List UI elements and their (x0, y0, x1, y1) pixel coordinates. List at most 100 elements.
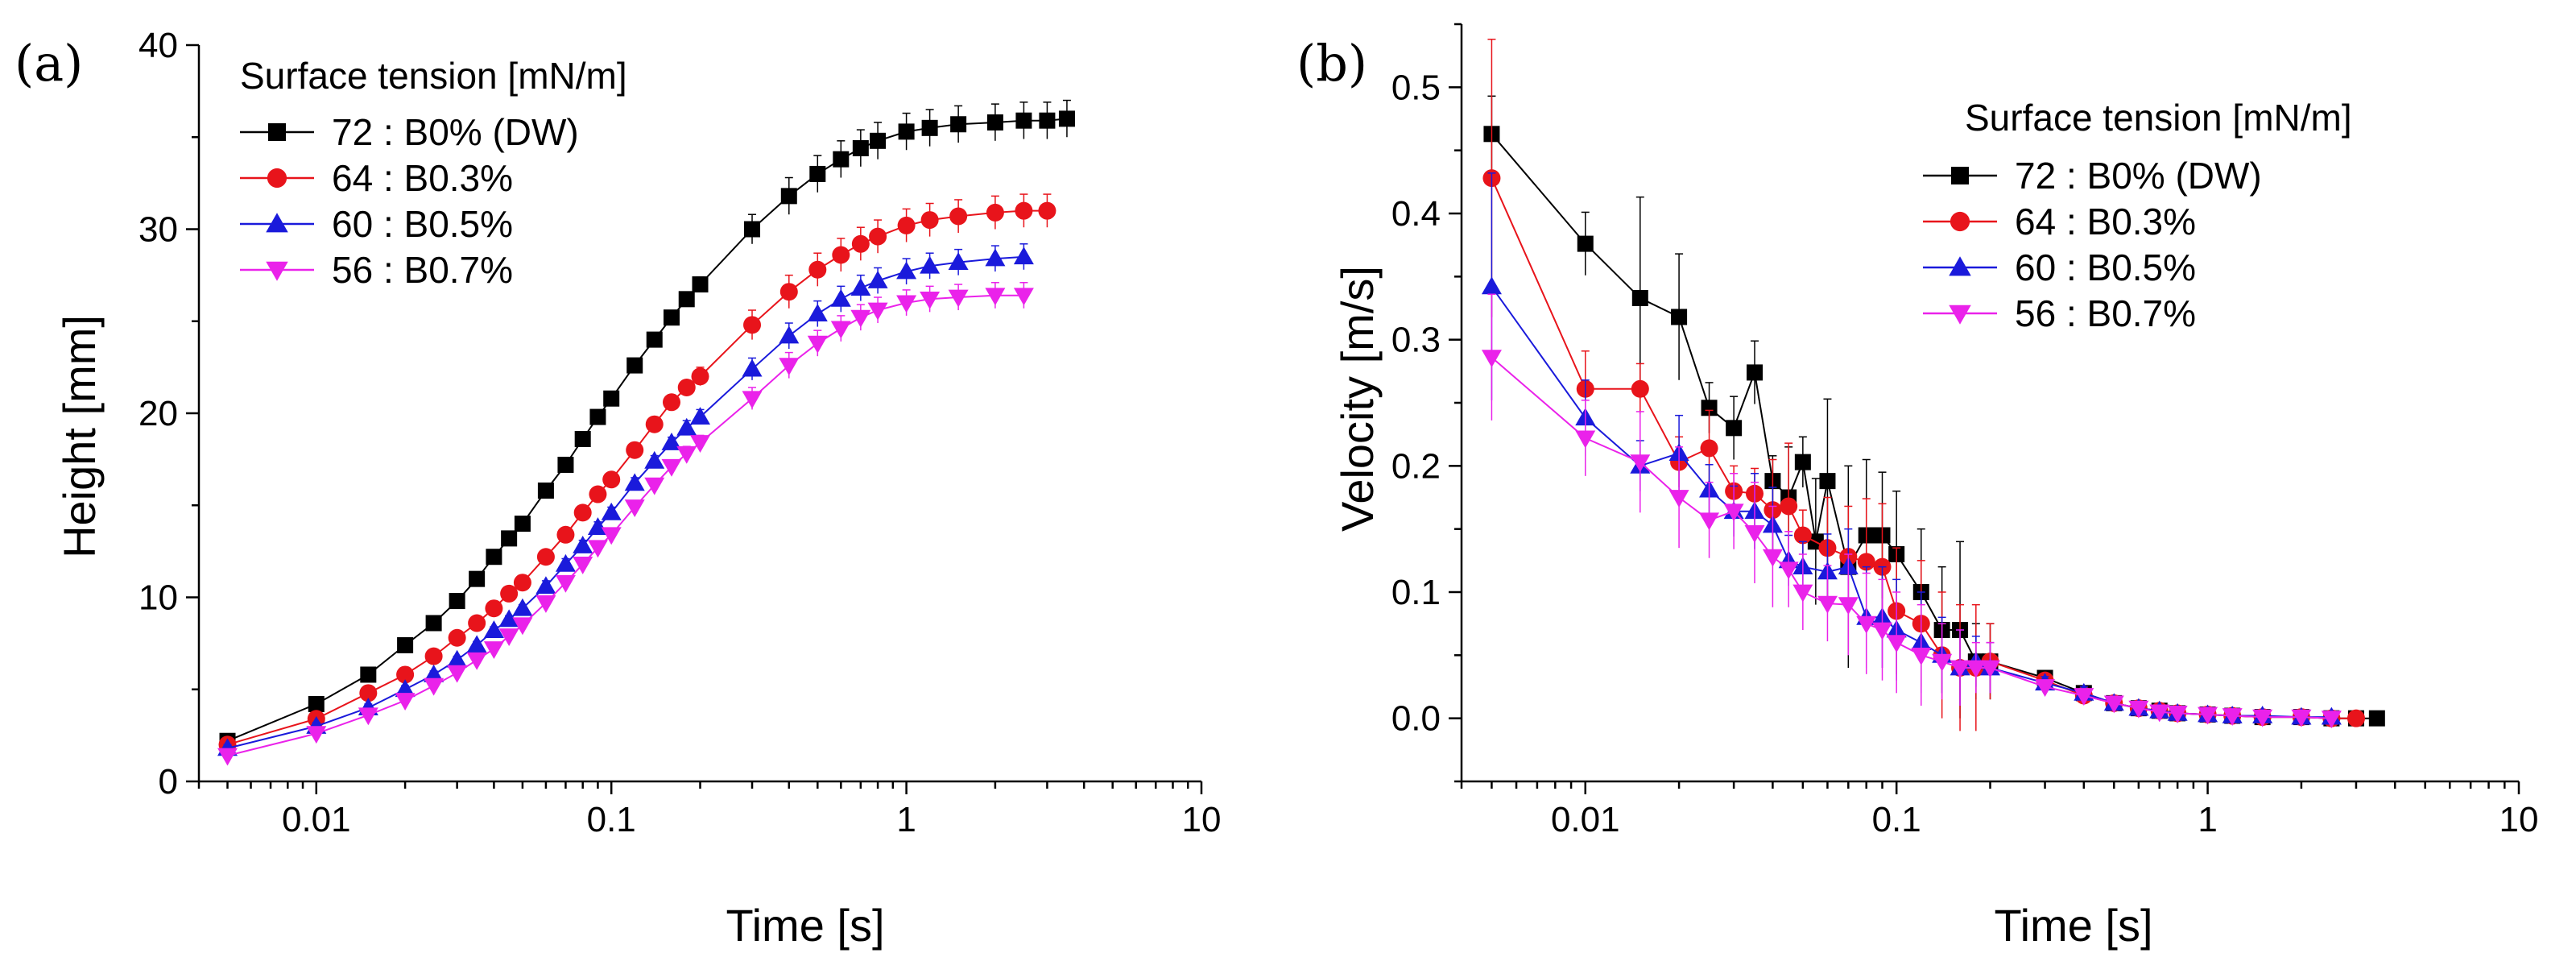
x-tick-label: 0.1 (1872, 800, 1921, 839)
data-point (425, 615, 442, 632)
y-tick-label: 10 (139, 578, 178, 618)
data-point (1932, 653, 1953, 672)
data-point (779, 358, 800, 376)
data-point (424, 647, 443, 665)
data-point (1481, 276, 1502, 295)
data-point (986, 203, 1004, 222)
data-point (1856, 615, 1877, 634)
data-point (424, 664, 444, 682)
data-point (1911, 647, 1932, 665)
data-point (1819, 473, 1836, 490)
data-point (1857, 553, 1875, 571)
series-1 (219, 99, 1075, 749)
panel-a-label: (a) (14, 34, 83, 93)
data-point (1671, 309, 1688, 325)
data-point (690, 407, 710, 425)
data-point (2035, 679, 2056, 697)
data-point (483, 620, 504, 639)
data-point (779, 325, 800, 344)
data-point (589, 485, 607, 503)
data-point (1015, 112, 1032, 129)
data-point (690, 435, 710, 454)
data-point (662, 393, 680, 412)
data-point (469, 570, 486, 587)
data-point (1631, 289, 1648, 306)
series-4 (217, 282, 1034, 766)
y-tick-label: 0.4 (1391, 194, 1441, 234)
data-point (807, 335, 828, 354)
data-point (850, 309, 871, 328)
data-point (948, 252, 969, 271)
data-point (950, 116, 967, 133)
data-point (692, 276, 709, 293)
data-point (535, 595, 556, 613)
panel-a-legend: 72 : B0% (DW)64 : B0.3%60 : B0.5%56 : B0… (240, 111, 579, 291)
data-point (646, 331, 663, 348)
legend-label: 60 : B0.5% (332, 203, 513, 245)
x-tick-label: 10 (2500, 800, 2539, 839)
data-point (920, 255, 941, 274)
data-point (948, 289, 969, 308)
panel-b-legend-title: Surface tension [mN/m] (1965, 97, 2352, 139)
data-point (359, 684, 378, 702)
data-point (485, 599, 503, 618)
data-point (1058, 110, 1075, 127)
data-point (2167, 706, 2188, 723)
data-point (870, 132, 887, 149)
legend-marker (266, 261, 288, 281)
data-point (661, 458, 682, 477)
data-point (360, 666, 377, 683)
data-point (663, 309, 680, 326)
data-point (601, 502, 622, 520)
data-point (830, 288, 851, 307)
data-point (661, 433, 682, 450)
series-4 (1481, 293, 2342, 729)
data-point (395, 693, 416, 711)
data-point (573, 556, 593, 574)
data-point (358, 707, 378, 726)
data-point (676, 417, 697, 436)
data-point (626, 441, 644, 459)
panel-a-ylabel: Height [mm] (54, 315, 105, 558)
legend-marker (268, 123, 286, 141)
data-point (1699, 512, 1720, 531)
data-point (483, 641, 504, 659)
series-2 (1482, 39, 2365, 731)
data-point (512, 598, 533, 616)
data-point (603, 390, 620, 407)
data-point (587, 540, 608, 558)
data-point (447, 665, 468, 683)
data-point (1723, 503, 1744, 522)
legend-marker (1949, 305, 1971, 325)
y-tick-label: 20 (139, 394, 178, 433)
x-tick-label: 1 (896, 800, 916, 839)
data-point (1577, 235, 1594, 252)
data-point (1792, 584, 1813, 603)
panel-b-plot-area: 0.01 0.1 1 10 0.0 0.1 0.2 0.3 0.4 0.5 (1391, 23, 2539, 839)
data-point (626, 357, 643, 374)
y-tick-label: 0 (159, 762, 178, 802)
legend-label: 72 : B0% (DW) (2015, 155, 2262, 197)
data-point (1630, 454, 1651, 473)
data-point (624, 499, 645, 518)
data-point (466, 635, 487, 653)
x-tick-label: 10 (1182, 800, 1222, 839)
y-tick-label: 0.1 (1391, 573, 1441, 612)
panel-b-legend: 72 : B0% (DW)64 : B0.3% 60 : B0.5%56 : B0… (1923, 155, 2262, 334)
series-line (1491, 177, 2356, 719)
panel-a-plot-area: 0.01 0.1 1 10 0 10 20 30 40 (139, 26, 1221, 839)
data-point (867, 302, 888, 321)
legend-label: 56 : B0.7% (332, 249, 513, 291)
data-point (1966, 660, 1987, 678)
series-line (1491, 286, 2332, 719)
data-point (986, 114, 1003, 131)
data-point (1793, 526, 1812, 545)
panel-a: (a) Time [s] Height [mm] 0.01 0.1 1 10 0 10 20… (14, 26, 1221, 951)
legend-marker (266, 213, 288, 233)
y-tick-label: 0.5 (1391, 68, 1441, 107)
x-tick-label: 0.01 (1551, 800, 1620, 839)
x-tick-label: 0.01 (282, 800, 351, 839)
data-point (447, 649, 468, 668)
x-tick-label: 0.1 (587, 800, 636, 839)
